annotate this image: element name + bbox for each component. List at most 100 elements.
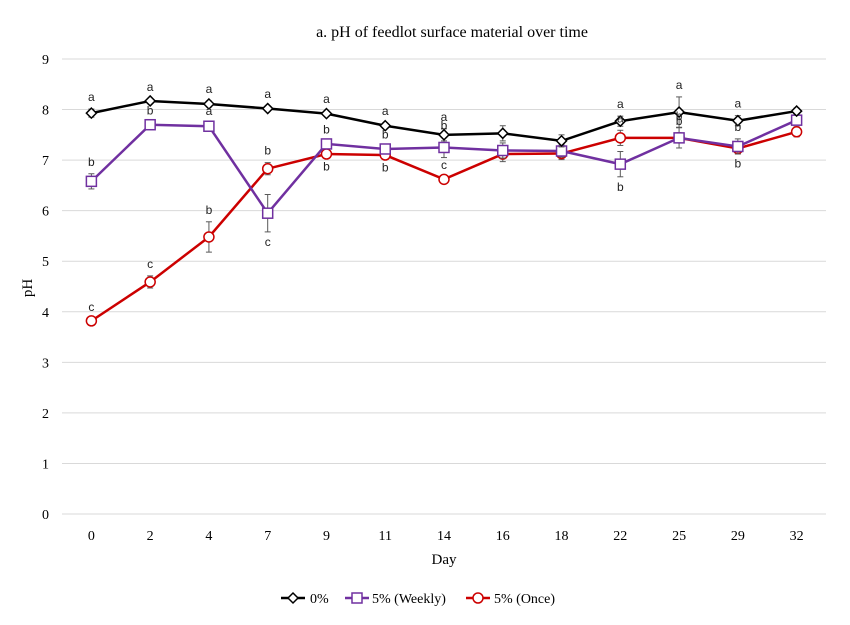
gridlines <box>62 58 826 515</box>
x-tick-label: 0 <box>88 529 95 544</box>
series-1 <box>85 114 803 233</box>
significance-label: b <box>735 120 742 134</box>
data-series <box>85 94 803 327</box>
circle-marker <box>203 231 215 243</box>
x-tick-label: 32 <box>790 529 804 544</box>
significance-label: a <box>676 78 683 92</box>
legend-label: 0% <box>310 592 329 607</box>
y-tick-label: 1 <box>42 457 49 472</box>
y-tick-label: 3 <box>42 356 49 371</box>
significance-label: a <box>323 92 330 106</box>
square-marker <box>351 592 363 604</box>
x-tick-label: 25 <box>672 529 686 544</box>
significance-label: b <box>88 155 95 169</box>
series-0 <box>85 94 803 148</box>
diamond-marker <box>731 114 744 127</box>
diamond-marker <box>790 105 803 118</box>
square-marker <box>614 158 627 170</box>
circle-marker <box>790 126 803 138</box>
significance-label: a <box>735 97 742 111</box>
significance-label: b <box>206 203 213 217</box>
diamond-marker <box>261 102 274 115</box>
diamond-marker <box>85 107 98 120</box>
significance-label: b <box>323 122 330 136</box>
diamond-marker <box>379 119 392 132</box>
significance-label: b <box>676 114 683 128</box>
legend: 0% 5% (Weekly) 5% (Once) <box>281 591 555 607</box>
significance-label: b <box>323 160 330 174</box>
significance-label: b <box>382 127 389 141</box>
circle-marker <box>144 276 156 288</box>
significance-label: b <box>264 144 271 158</box>
x-tick-label: 4 <box>205 529 212 544</box>
square-marker <box>261 207 274 219</box>
significance-label: a <box>441 110 448 124</box>
y-axis-ticks: 0 1 2 3 4 5 6 7 8 9 <box>42 53 49 523</box>
circle-marker <box>261 162 274 175</box>
diamond-marker <box>202 97 215 111</box>
x-tick-label: 11 <box>378 529 391 544</box>
significance-label: a <box>206 104 213 118</box>
y-tick-label: 2 <box>42 407 49 422</box>
significance-label: b <box>676 109 683 123</box>
diamond-marker <box>673 106 686 119</box>
diamond-marker <box>286 591 300 605</box>
significance-label: b <box>735 157 742 171</box>
diamond-marker <box>614 115 627 128</box>
legend-item: 0% <box>281 591 329 607</box>
legend-item: 5% (Weekly) <box>345 592 446 607</box>
significance-label: c <box>441 158 447 172</box>
legend-item: 5% (Once) <box>466 592 555 607</box>
significance-label: b <box>147 104 154 118</box>
x-tick-label: 18 <box>555 529 569 544</box>
legend-label: 5% (Once) <box>494 592 555 607</box>
y-tick-label: 9 <box>42 53 49 68</box>
x-axis-label: Day <box>432 552 457 568</box>
legend-label: 5% (Weekly) <box>372 592 446 607</box>
x-tick-label: 14 <box>437 529 451 544</box>
significance-label: b <box>617 180 624 194</box>
square-marker <box>379 143 391 155</box>
y-tick-label: 8 <box>42 104 49 119</box>
y-tick-label: 7 <box>42 154 49 169</box>
circle-marker <box>614 132 627 144</box>
circle-marker <box>320 148 333 160</box>
significance-label: b <box>382 161 389 175</box>
x-tick-label: 2 <box>147 529 154 544</box>
chart-title: a. pH of feedlot surface material over t… <box>316 24 588 41</box>
significance-label: a <box>88 90 95 104</box>
significance-label: a <box>264 87 271 101</box>
x-tick-label: 29 <box>731 529 745 544</box>
x-tick-label: 9 <box>323 529 330 544</box>
square-marker <box>144 118 156 131</box>
significance-label: a <box>206 82 213 96</box>
diamond-marker <box>437 128 451 141</box>
x-tick-label: 22 <box>613 529 627 544</box>
square-marker <box>673 132 685 144</box>
significance-label: b <box>441 118 448 132</box>
y-tick-label: 6 <box>42 205 49 220</box>
x-tick-label: 7 <box>264 529 271 544</box>
circle-marker <box>85 315 98 327</box>
square-marker <box>203 120 215 132</box>
circle-marker <box>472 592 484 604</box>
diamond-marker <box>144 94 157 108</box>
x-axis-ticks: 0 2 4 7 9 11 14 16 18 22 25 29 32 <box>88 529 804 544</box>
square-marker <box>438 141 450 154</box>
significance-label: a <box>147 80 154 94</box>
square-marker <box>732 140 744 153</box>
significance-label: a <box>617 111 624 125</box>
diamond-marker <box>320 107 333 120</box>
significance-label: a <box>382 104 389 118</box>
y-axis-label: pH <box>20 279 36 298</box>
significance-label: a <box>617 97 624 111</box>
y-tick-label: 4 <box>42 306 49 321</box>
y-tick-label: 5 <box>42 255 49 270</box>
square-marker <box>320 138 333 150</box>
x-tick-label: 16 <box>496 529 510 544</box>
significance-label: c <box>147 257 153 271</box>
circle-marker <box>438 173 450 186</box>
diamond-marker <box>555 134 568 147</box>
